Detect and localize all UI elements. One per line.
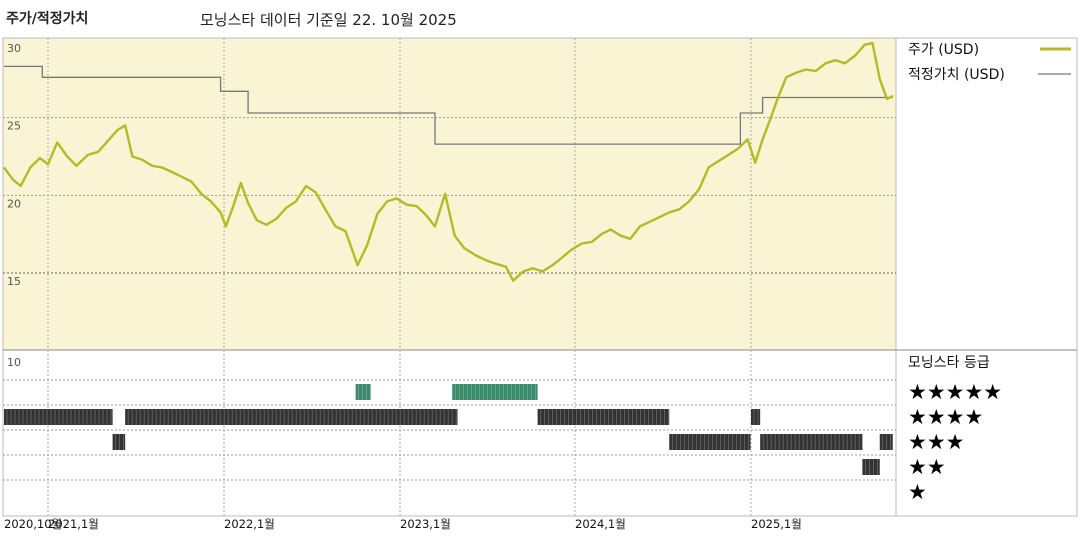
rating-bar [452,384,538,400]
rating-bar [760,434,863,450]
grid [3,38,896,516]
x-tick-label: 2020,10월 [4,517,62,531]
legend-panel [895,37,1078,517]
rating-panel [2,349,897,517]
legend-rating-title: 모닝스타 등급 [908,355,990,371]
rating-bar [879,434,893,450]
legend-fair-label: 적정가치 (USD) [908,67,1005,83]
x-tick-label: 2022,1월 [224,517,275,531]
rating-bar [112,434,126,450]
legend-1-star: ★ [908,480,927,504]
x-axis-ticks: 2020,10월 2021,1월 2022,1월 2023,1월 2024,1월… [4,517,802,531]
rating-bar [537,409,670,425]
y-tick-label: 30 [7,42,21,55]
rating-bar [355,384,371,400]
legend-3-stars: ★★★ [908,430,964,454]
y-tick-label: 15 [7,275,21,288]
y-axis-ticks: 30 25 20 15 10 [7,42,21,369]
legend-2-stars: ★★ [908,455,946,479]
rating-grid [3,379,896,481]
price-panel-bg [2,37,897,351]
x-tick-label: 2025,1월 [751,517,802,531]
x-tick-label: 2023,1월 [400,517,451,531]
price-series-line [3,41,894,282]
y-tick-label: 20 [7,197,21,210]
rating-y-tick-label: 10 [7,356,21,369]
rating-bars [4,384,893,475]
x-tick-label: 2021,1월 [48,517,99,531]
legend-price-label: 주가 (USD) [908,42,979,58]
chart-header-label: 주가/적정가치 [6,11,89,27]
y-tick-label: 25 [7,120,21,133]
rating-bar [4,409,113,425]
fair-value-series-line [4,65,893,145]
chart-title: 모닝스타 데이터 기준일 22. 10월 2025 [200,11,457,29]
rating-bar [669,434,751,450]
legend-5-stars: ★★★★★ [908,380,1002,404]
rating-bar [862,459,880,475]
rating-bar [751,409,761,425]
rating-bar [125,409,458,425]
x-tick-label: 2024,1월 [575,517,626,531]
legend-4-stars: ★★★★ [908,405,983,429]
